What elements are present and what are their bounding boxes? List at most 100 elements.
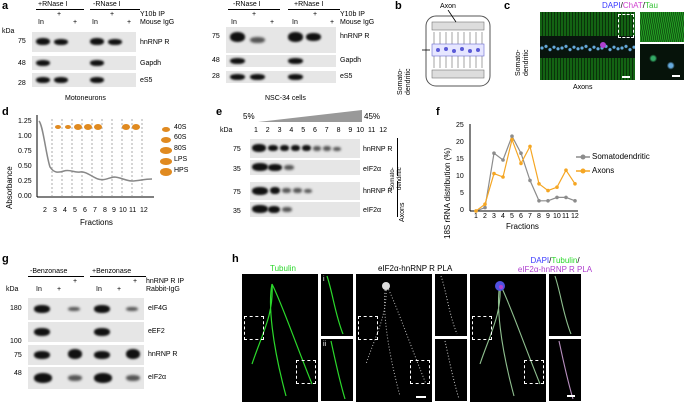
group-line	[90, 276, 146, 277]
micrograph-merge-inset-ii	[549, 339, 581, 401]
x-tick: 11	[129, 207, 137, 214]
y-tick: 10	[456, 173, 464, 180]
fraction-number: 4	[289, 127, 294, 134]
axis-ylabel: 18S rRNA distribution (%)	[443, 147, 452, 239]
blot-gapdh	[226, 55, 336, 67]
row-label: eS5	[340, 73, 353, 80]
x-tick: 4	[63, 207, 67, 214]
blot-hnrnpr	[226, 27, 336, 53]
y-tick: 0.25	[18, 178, 32, 185]
data-point	[573, 199, 577, 203]
channel-title: DAPI/ChAT/Tau	[602, 1, 658, 10]
marker-48: 48	[212, 57, 220, 64]
micrograph-merge	[470, 274, 546, 402]
marker-48: 48	[18, 60, 26, 67]
micrograph-merge-inset-i	[549, 274, 581, 336]
group-label: +RNase I	[294, 1, 324, 8]
legend-item: HPS	[174, 167, 189, 174]
title-dapi: DAPI	[602, 1, 621, 10]
axis-xlabel: Fractions	[80, 218, 113, 227]
title-merge: DAPI/Tubulin/ eIF2α-hnRNP R PLA	[505, 256, 605, 274]
blot-eef2	[28, 322, 144, 342]
in-label: In	[38, 19, 44, 26]
plus-label: +	[313, 11, 318, 18]
data-point	[555, 195, 559, 200]
bracket	[397, 181, 398, 217]
row-label: eIF2α	[363, 166, 382, 173]
row-label: eIF2α	[363, 207, 382, 214]
x-tick: 6	[83, 207, 87, 214]
fraction-number: 9	[348, 127, 353, 134]
title-sep: /	[620, 1, 623, 10]
legend-swatch	[576, 168, 590, 174]
row-label: hnRNP R	[148, 351, 178, 358]
x-tick: 2	[43, 207, 47, 214]
marker-28: 28	[212, 73, 220, 80]
x-tick: 6	[519, 213, 523, 220]
marker: 75	[233, 146, 241, 153]
group-label: -RNase I	[93, 1, 121, 8]
x-tick: 8	[103, 207, 107, 214]
data-point	[546, 188, 550, 193]
x-tick: 2	[483, 213, 487, 220]
axis-ylabel: Absorbance	[5, 166, 14, 209]
in-label: In	[96, 286, 102, 293]
fraction-number: 10	[356, 127, 365, 134]
data-point	[564, 168, 568, 172]
ip-label: Y10b IP	[140, 11, 165, 18]
gradient-high: 45%	[364, 112, 381, 121]
inset-label: ii	[323, 341, 327, 348]
data-point	[519, 151, 523, 155]
fraction-number: 11	[367, 127, 376, 134]
micrograph-pla-inset-i	[435, 274, 467, 336]
micrograph-tubulin-inset-ii: ii	[321, 339, 353, 401]
plus-label: +	[252, 11, 257, 18]
kda-label: kDa	[2, 28, 15, 35]
plus-label: +	[57, 11, 62, 18]
in-label: In	[231, 19, 237, 26]
marker: 100	[10, 338, 22, 345]
y-tick: 0.50	[18, 163, 32, 170]
axons-label: Axons	[399, 202, 406, 222]
title-sep: /	[549, 256, 552, 265]
group-line	[90, 9, 140, 10]
fraction-number: 6	[312, 127, 317, 134]
marker: 180	[10, 305, 22, 312]
group-label: +Benzonase	[92, 268, 132, 275]
in-label: In	[36, 286, 42, 293]
plus-label: +	[73, 19, 78, 26]
row-label: Gapdh	[140, 60, 162, 67]
blot-hnrnpr	[32, 32, 136, 52]
title-sep: /	[577, 256, 580, 265]
ip-label: hnRNP R IP	[146, 278, 184, 285]
row-label: hnRNP R	[140, 39, 170, 46]
y-tick: 0	[460, 207, 464, 214]
panel-letter-c: c	[504, 0, 511, 12]
x-tick: 1	[474, 213, 478, 220]
igg-label: Rabbit-IgG	[146, 286, 180, 293]
title-dapi: DAPI	[530, 256, 550, 265]
blot-eif4g	[28, 298, 144, 320]
y-tick: 25	[456, 122, 464, 129]
group-line	[36, 9, 84, 10]
caption-nsc34: NSC-34 cells	[265, 95, 306, 102]
absorbance-plot	[36, 115, 154, 198]
title-tubulin: Tubulin	[270, 264, 296, 273]
row-label: hnRNP R	[340, 33, 370, 40]
group-line	[288, 9, 340, 10]
igg-label: Mouse IgG	[140, 19, 175, 26]
data-point	[501, 158, 505, 162]
plus-label: +	[330, 19, 335, 26]
blot-eif2a-axons	[250, 202, 360, 217]
legend-label: Axons	[592, 166, 615, 175]
igg-label: Mouse IgG	[340, 19, 375, 26]
data-point	[537, 182, 541, 186]
plus-label: +	[73, 278, 78, 285]
y-tick: 5	[460, 190, 464, 197]
data-point	[510, 134, 514, 138]
data-point	[528, 178, 532, 183]
marker: 35	[233, 166, 241, 173]
panel-letter-a: a	[2, 0, 9, 12]
x-tick: 8	[537, 213, 541, 220]
inset-label: i	[323, 276, 325, 283]
